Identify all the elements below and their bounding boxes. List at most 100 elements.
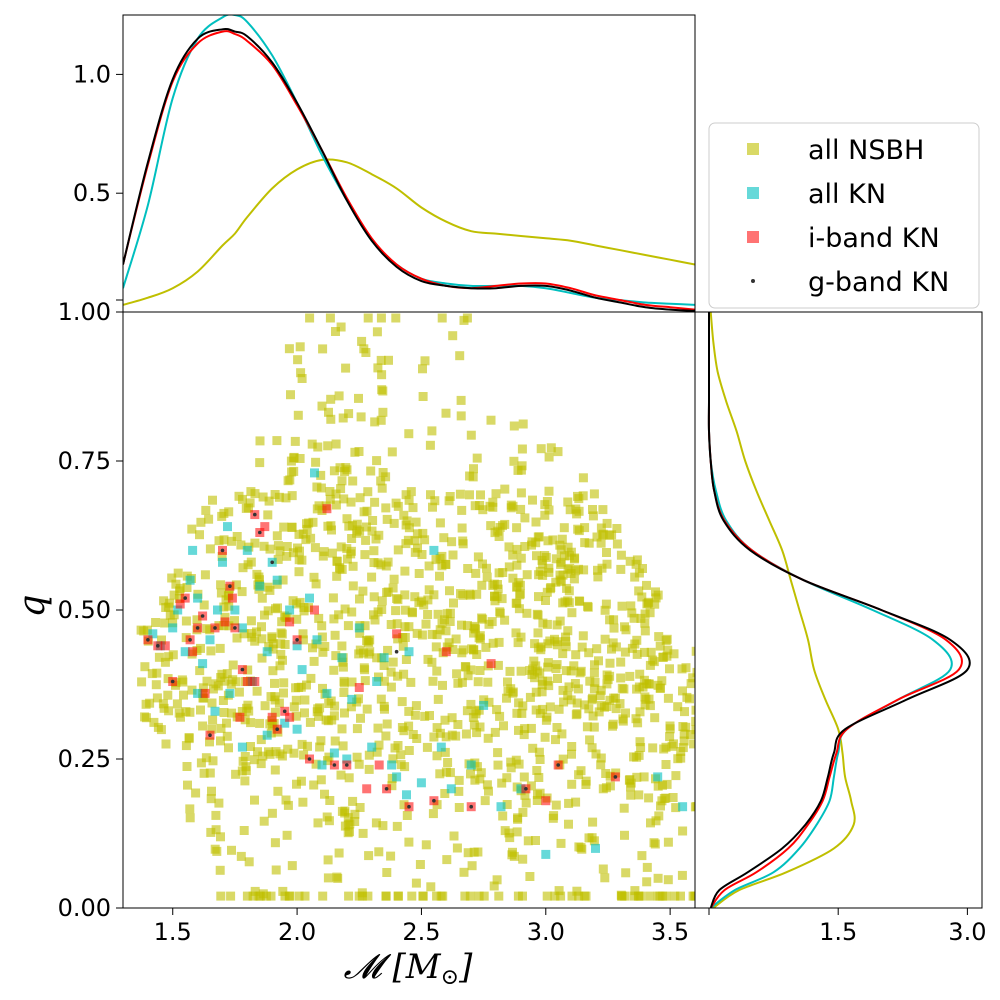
nsbh-point bbox=[433, 609, 443, 619]
nsbh-point bbox=[635, 737, 645, 747]
nsbh-point bbox=[303, 741, 312, 751]
nsbh-point bbox=[644, 793, 654, 803]
nsbh-point bbox=[516, 666, 526, 676]
nsbh-point bbox=[699, 675, 708, 684]
nsbh-point bbox=[168, 650, 178, 660]
nsbh-point bbox=[702, 695, 711, 704]
nsbh-point bbox=[327, 715, 337, 725]
nsbh-point bbox=[615, 699, 625, 709]
nsbh-point bbox=[404, 429, 414, 439]
nsbh-point bbox=[477, 580, 487, 590]
nsbh-point bbox=[582, 722, 592, 732]
nsbh-point bbox=[454, 803, 464, 812]
nsbh-point bbox=[369, 610, 378, 620]
nsbh-point bbox=[327, 548, 337, 558]
nsbh-point bbox=[544, 567, 554, 577]
nsbh-point bbox=[464, 589, 474, 599]
nsbh-point bbox=[657, 676, 667, 686]
nsbh-point bbox=[702, 698, 711, 707]
nsbh-point bbox=[207, 698, 217, 708]
nsbh-point bbox=[328, 593, 338, 603]
nsbh-point bbox=[378, 468, 388, 477]
nsbh-point bbox=[179, 690, 188, 700]
nsbh-point bbox=[476, 490, 485, 500]
nsbh-point bbox=[520, 724, 530, 734]
nsbh-point bbox=[404, 837, 414, 847]
nsbh-point bbox=[649, 838, 659, 848]
nsbh-point bbox=[273, 786, 283, 796]
nsbh-point bbox=[429, 590, 439, 600]
nsbh-point bbox=[588, 511, 598, 521]
nsbh-point bbox=[661, 760, 671, 769]
g-band-kn-point bbox=[188, 638, 192, 642]
nsbh-point bbox=[516, 504, 526, 514]
nsbh-point bbox=[411, 878, 421, 888]
nsbh-point bbox=[518, 419, 528, 429]
nsbh-point bbox=[211, 825, 221, 835]
nsbh-point bbox=[282, 551, 292, 561]
nsbh-point bbox=[159, 703, 169, 713]
nsbh-point bbox=[427, 629, 437, 639]
nsbh-point bbox=[486, 521, 496, 531]
nsbh-point bbox=[698, 777, 707, 786]
nsbh-point bbox=[688, 673, 695, 683]
nsbh-point bbox=[207, 786, 216, 796]
nsbh-point bbox=[636, 613, 646, 623]
nsbh-point bbox=[612, 524, 622, 533]
nsbh-point bbox=[185, 813, 195, 823]
nsbh-point bbox=[392, 821, 402, 831]
nsbh-point bbox=[213, 681, 223, 691]
kn-point bbox=[653, 772, 663, 782]
nsbh-point bbox=[447, 537, 457, 547]
nsbh-point bbox=[479, 891, 489, 901]
nsbh-point bbox=[424, 561, 434, 571]
nsbh-point bbox=[444, 496, 454, 506]
nsbh-point bbox=[457, 523, 467, 533]
nsbh-point bbox=[330, 630, 340, 640]
nsbh-point bbox=[357, 888, 367, 898]
nsbh-point bbox=[340, 708, 349, 718]
x-tick-label: 1.5 bbox=[154, 918, 192, 946]
nsbh-point bbox=[470, 775, 480, 785]
nsbh-point bbox=[709, 739, 718, 748]
nsbh-point bbox=[397, 697, 407, 707]
nsbh-point bbox=[273, 554, 283, 564]
nsbh-point bbox=[506, 684, 516, 694]
nsbh-point bbox=[424, 585, 434, 595]
nsbh-point bbox=[244, 857, 254, 867]
nsbh-point bbox=[278, 886, 288, 896]
nsbh-point bbox=[493, 580, 502, 589]
nsbh-point bbox=[497, 778, 507, 788]
nsbh-point bbox=[258, 751, 268, 761]
nsbh-point bbox=[263, 606, 273, 616]
g-band-kn-point bbox=[295, 638, 299, 642]
legend-label-i-band-kn: i-band KN bbox=[808, 223, 940, 254]
nsbh-point bbox=[540, 732, 550, 742]
nsbh-point bbox=[656, 801, 665, 811]
nsbh-point bbox=[352, 724, 362, 734]
nsbh-point bbox=[227, 845, 236, 855]
nsbh-point bbox=[300, 695, 310, 705]
nsbh-point bbox=[283, 744, 293, 754]
nsbh-point bbox=[431, 642, 441, 652]
nsbh-point bbox=[545, 636, 555, 646]
nsbh-point bbox=[169, 590, 179, 600]
nsbh-point bbox=[350, 447, 360, 457]
x-tick-label: 2.0 bbox=[278, 918, 316, 946]
nsbh-point bbox=[141, 713, 151, 723]
right-kde-g-band-kn bbox=[707, 312, 971, 908]
nsbh-point bbox=[659, 744, 669, 754]
nsbh-point bbox=[632, 555, 642, 565]
kn-point bbox=[292, 724, 302, 734]
nsbh-point bbox=[516, 553, 526, 563]
nsbh-point bbox=[543, 658, 553, 668]
nsbh-point bbox=[467, 861, 477, 871]
kn-point bbox=[213, 605, 222, 615]
nsbh-point bbox=[525, 692, 535, 702]
nsbh-point bbox=[339, 494, 349, 504]
g-band-kn-point bbox=[195, 626, 200, 630]
nsbh-point bbox=[140, 662, 150, 672]
nsbh-point bbox=[494, 637, 504, 647]
nsbh-point bbox=[420, 711, 430, 721]
